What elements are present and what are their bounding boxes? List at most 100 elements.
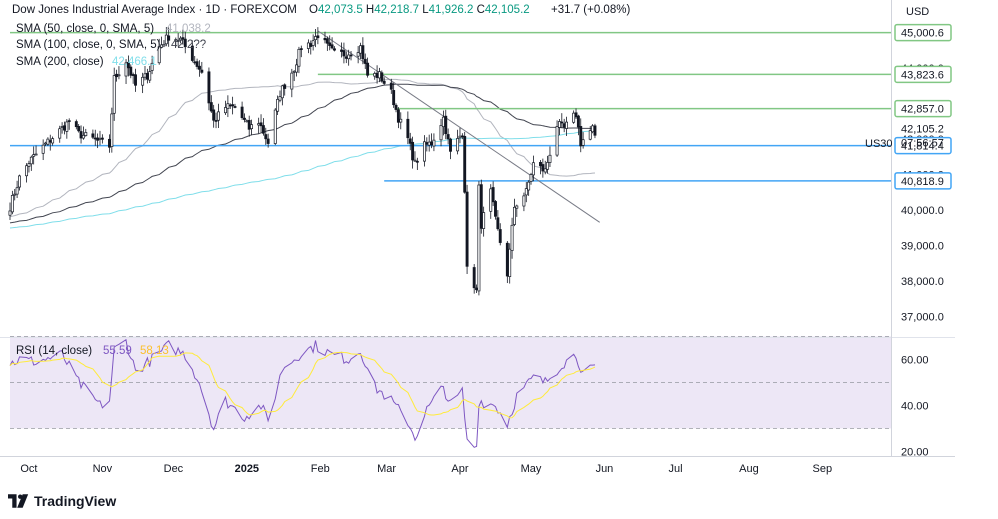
candle-body [444, 115, 448, 135]
axis-level-tags: 45,000.6 43,823.6 42,857.0 41,814.4 40,818.9… [894, 23, 952, 190]
candle-body [60, 126, 64, 128]
candle-body [200, 69, 204, 73]
time-tick-label: Jul [668, 463, 682, 475]
price-tick-label: 37,000.0 [901, 311, 944, 323]
level-tag-label: 42,857.0 [901, 104, 944, 116]
time-tick-label: Sep [813, 463, 833, 475]
candle-body [494, 201, 497, 217]
candle-body [247, 120, 251, 130]
chart-title: Dow Jones Industrial Average Index · 1D … [12, 4, 297, 16]
candle-body [306, 42, 310, 49]
candle-body [13, 193, 17, 196]
candle-body [46, 138, 50, 145]
rsi-tick-label: 40.00 [901, 400, 929, 412]
candle-body [157, 46, 161, 64]
tradingview-logo-icon [8, 494, 29, 508]
level-tag-box [894, 136, 952, 155]
candle-body [330, 44, 334, 49]
indicator-sma50-value: 41,038.2 [166, 23, 211, 35]
candle-body [195, 61, 199, 67]
candle-body [441, 116, 445, 128]
rsi-legend-value: 55.59 [103, 345, 132, 357]
candle-body [411, 141, 415, 161]
ohlc-value: 41,926.2 [429, 4, 477, 16]
rsi-legend-label[interactable]: RSI (14, close) [16, 345, 92, 357]
candle-body [228, 104, 232, 107]
level-tag-label: 40,818.9 [901, 176, 944, 188]
candle-body [141, 76, 145, 86]
candle-body [162, 43, 166, 47]
candle-body [93, 137, 97, 140]
candle-body [541, 164, 545, 172]
tradingview-brand[interactable]: TradingView [8, 491, 116, 511]
rsi-band [10, 336, 891, 429]
candle-body [276, 99, 280, 112]
candle-body [347, 54, 351, 60]
candle-body [115, 73, 119, 78]
ohlc-value: 42,218.7 [374, 4, 422, 16]
candle-body [280, 85, 284, 99]
candle-body [572, 112, 576, 123]
candle-body [8, 210, 12, 216]
rsi-band-layer [10, 335, 891, 429]
candle-body [309, 43, 313, 47]
candle-body [472, 267, 476, 289]
candle-body [510, 224, 514, 251]
candle-body [316, 35, 320, 39]
indicator-sma100-label[interactable]: SMA (100, close, 0, SMA, 5) [16, 39, 161, 51]
candle-body [198, 65, 201, 70]
candle-body [48, 140, 52, 143]
level-tag-label: 43,823.6 [901, 69, 944, 81]
candle-body [259, 122, 263, 127]
separators [0, 0, 955, 457]
brand-name: TradingView [34, 493, 117, 509]
sma-50-line [9, 78, 596, 218]
candle-body [245, 120, 249, 123]
indicator-sma200-label[interactable]: SMA (200, close) [16, 56, 104, 68]
candle-body [233, 106, 237, 108]
candle-body [325, 38, 329, 44]
candle-body [58, 128, 62, 139]
rsi-pane [9, 338, 596, 448]
candle-body [299, 48, 303, 50]
candle-body [482, 212, 486, 229]
candle-body [477, 184, 481, 292]
candle-body [84, 132, 88, 136]
candle-body [167, 35, 171, 41]
candle-body [145, 72, 149, 80]
time-tick-label: Mar [377, 463, 396, 475]
candle-body [396, 109, 400, 123]
candle-body [432, 139, 436, 147]
candle-body [257, 123, 261, 126]
candle-body [539, 161, 542, 167]
candle-body [18, 175, 21, 188]
time-tick-label: Feb [311, 463, 330, 475]
candle-body [422, 141, 426, 162]
candle-body [207, 71, 211, 104]
candle-body [193, 61, 197, 64]
candle-body [67, 120, 71, 122]
indicator-sma50-label[interactable]: SMA (50, close, 0, SMA, 5) [16, 23, 154, 35]
candle-body [250, 124, 254, 130]
candle-body [356, 52, 360, 57]
currency-label: USD [906, 6, 929, 18]
ohlc-key: L [422, 4, 429, 16]
candle-body [190, 45, 194, 61]
candle-body [465, 191, 469, 267]
candle-body [240, 106, 244, 119]
candle-body [579, 126, 583, 147]
candle-body [425, 142, 429, 145]
candle-body [413, 159, 417, 162]
candle-body [224, 107, 227, 114]
candle-body [266, 138, 270, 144]
price-tick-label: 40,000.0 [901, 205, 944, 217]
candle-body [91, 133, 95, 138]
time-tick-label: Oct [20, 463, 37, 475]
candle-body [15, 187, 19, 195]
candle-body [226, 103, 230, 109]
candle-body [176, 40, 180, 42]
candle-body [328, 42, 332, 46]
sma-200-line [9, 129, 596, 229]
candle-body [581, 139, 585, 146]
